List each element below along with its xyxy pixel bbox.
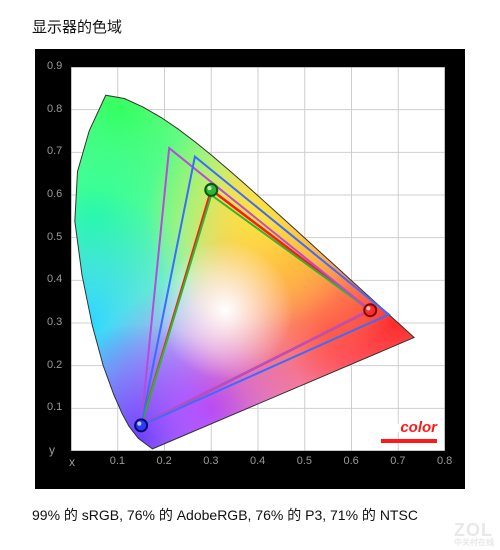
y-axis-label: y bbox=[49, 443, 55, 457]
vertex-marker bbox=[135, 419, 147, 431]
watermark: ZOL 中关村在线 bbox=[454, 520, 494, 548]
plot-area bbox=[71, 67, 445, 451]
brand-text-red: color bbox=[400, 419, 437, 436]
x-axis-label: x bbox=[69, 455, 75, 469]
caption: 99% 的 sRGB, 76% 的 AdobeRGB, 76% 的 P3, 71… bbox=[32, 505, 472, 525]
chromaticity-chart: 0.10.20.30.40.50.60.70.80.10.20.30.40.50… bbox=[35, 49, 465, 489]
vertex-marker bbox=[205, 184, 217, 196]
plot-svg bbox=[71, 67, 445, 451]
title: 显示器的色域 bbox=[32, 16, 472, 37]
page: 显示器的色域 0.10.20.30.40.50.60.70.80.10.20.3… bbox=[0, 0, 500, 550]
brand-logo: datacolor bbox=[369, 419, 437, 436]
vertex-marker bbox=[364, 304, 376, 316]
brand-underline bbox=[381, 439, 437, 443]
brand-text-plain: data bbox=[369, 419, 400, 436]
watermark-sub: 中关村在线 bbox=[454, 537, 494, 548]
